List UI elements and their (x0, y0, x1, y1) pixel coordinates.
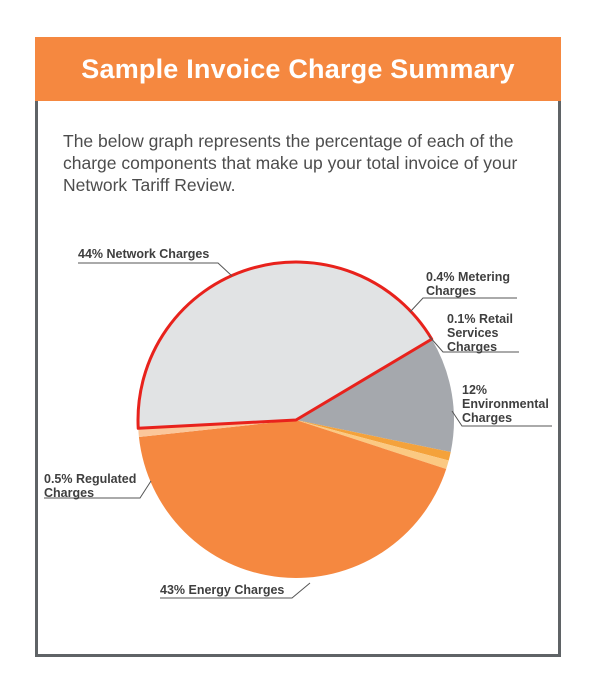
slice-label-line: Environmental (462, 397, 549, 411)
leader-line-network-charges (78, 262, 233, 277)
pie-slice-environmental-charges (296, 339, 454, 453)
slice-label-line: Charges (447, 340, 497, 354)
pie-slice-retail-services-charges (296, 420, 451, 461)
slice-label-line: 43% Energy Charges (160, 583, 284, 597)
slice-label-line: 0.1% Retail (447, 312, 513, 326)
slice-label-retail-services-charges: 0.1% Retail Services Charges (447, 312, 513, 354)
intro-text: The below graph represents the percentag… (63, 131, 518, 195)
leader-line-energy-charges (160, 582, 311, 599)
title-banner: Sample Invoice Charge Summary (35, 37, 561, 101)
pie-slice-regulated-charges (138, 420, 296, 438)
leader-line-metering-charges (409, 297, 517, 313)
slice-label-metering-charges: 0.4% Metering Charges (426, 270, 510, 298)
slice-label-line: 0.5% Regulated (44, 472, 136, 486)
page-title: Sample Invoice Charge Summary (81, 53, 515, 84)
pie-slice-network-charges (138, 420, 447, 578)
slice-label-network-charges: 44% Network Charges (78, 247, 209, 261)
leader-line-environmental-charges (451, 410, 552, 427)
slice-label-line: Charges (44, 486, 94, 500)
leader-line-retail-services-charges (428, 335, 519, 353)
slice-label-regulated-charges: 0.5% Regulated Charges (44, 472, 136, 500)
pie-slice-metering-charges (296, 420, 449, 469)
slice-label-line: 44% Network Charges (78, 247, 209, 261)
slice-label-environmental-charges: 12% Environmental Charges (462, 383, 549, 425)
slice-label-line: 12% (462, 383, 487, 397)
slice-label-line: Services (447, 326, 498, 340)
pie-slice-energy-charges (138, 262, 432, 429)
slice-label-energy-charges: 43% Energy Charges (160, 583, 284, 597)
slice-label-line: Charges (462, 411, 512, 425)
slice-label-line: Charges (426, 284, 476, 298)
leader-line-regulated-charges (44, 480, 152, 499)
highlight-outline (136, 260, 434, 430)
slice-label-line: 0.4% Metering (426, 270, 510, 284)
